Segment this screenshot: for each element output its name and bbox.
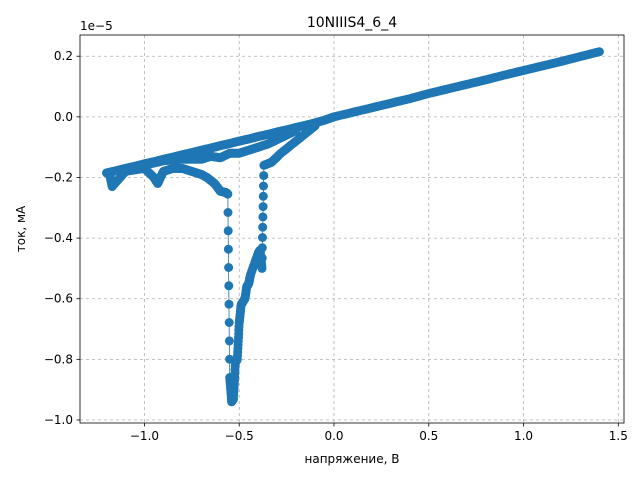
x-tick-label: −1.0 (130, 429, 159, 443)
plot-frame (79, 34, 625, 424)
data-point (224, 336, 234, 346)
data-point (223, 244, 233, 254)
data-point (223, 226, 233, 236)
data-point (223, 208, 233, 217)
y-tick-label: 0.0 (54, 110, 73, 124)
data-point (223, 189, 233, 199)
y-tick-label: −0.6 (44, 292, 73, 306)
data-point (224, 299, 234, 309)
chart-title: 10NIIIS4_6_4 (307, 15, 397, 31)
y-tick-label: 0.2 (54, 49, 73, 63)
ticks: −1.0 −0.5 0.0 0.5 1.0 1.5 −1.0 −0.8 −0.6 −0.4 −0.2… (44, 49, 628, 443)
y-axis-label: ток, мА (14, 205, 28, 252)
y-tick-label: −0.2 (44, 170, 73, 184)
data-point (291, 126, 301, 135)
data-point (310, 121, 320, 131)
y-tick-label: −0.8 (44, 352, 73, 366)
x-tick-label: 0.0 (324, 429, 343, 443)
data-point (258, 222, 268, 232)
data-point (258, 233, 267, 242)
x-tick-label: 1.5 (609, 429, 628, 443)
x-axis-label: напряжение, В (305, 452, 400, 466)
data-point (258, 202, 268, 212)
data-point (594, 47, 604, 57)
x-tick-label: −0.5 (225, 429, 254, 443)
y-tick-label: −1.0 (44, 413, 73, 427)
grid (80, 35, 624, 423)
data-point (259, 181, 268, 191)
data-point (258, 191, 268, 201)
x-tick-label: 1.0 (514, 429, 533, 443)
data-point (224, 263, 234, 272)
y-tick-label: −0.4 (44, 231, 73, 245)
data-point (224, 318, 234, 327)
data-point (259, 171, 269, 181)
x-tick-label: 0.5 (419, 429, 438, 443)
data-point (224, 281, 234, 291)
data-point (257, 243, 267, 253)
data-point (257, 263, 267, 273)
data-point (257, 253, 267, 263)
data-point (258, 212, 268, 222)
y-offset-label: 1e−5 (80, 19, 113, 33)
data-layer (102, 47, 604, 407)
